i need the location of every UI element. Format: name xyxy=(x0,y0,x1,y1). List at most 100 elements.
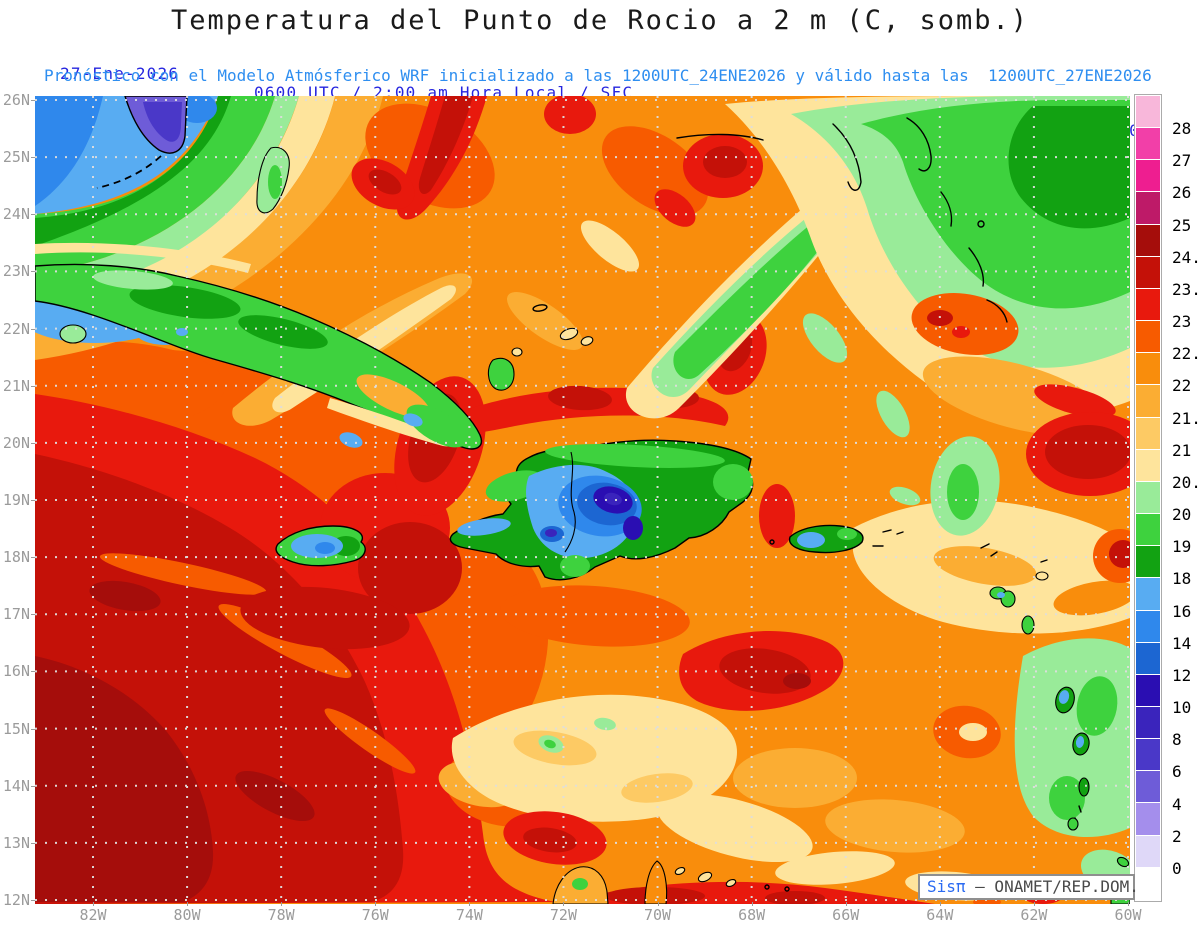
isla-juventud xyxy=(59,324,87,344)
lat-tick-label: 13N xyxy=(0,833,35,853)
lat-tick-label: 18N xyxy=(0,547,35,567)
colorbar-segment xyxy=(1136,321,1160,354)
colorbar-segment xyxy=(1136,546,1160,579)
colorbar-segment xyxy=(1136,449,1160,482)
colorbar-segment xyxy=(1136,288,1160,322)
colorbar-segment xyxy=(1136,803,1160,836)
colorbar-tick-label: 21.5 xyxy=(1172,408,1200,428)
colorbar-tick-label: 25 xyxy=(1172,215,1192,235)
cuba-coastline xyxy=(35,263,482,450)
colorbar-tick-label: 0 xyxy=(1172,858,1182,878)
dominica xyxy=(1021,615,1035,635)
lon-tick-label: 60W xyxy=(1098,902,1158,924)
lon-tick-label: 80W xyxy=(157,902,217,924)
lat-tick-label: 23N xyxy=(0,261,35,281)
antigua xyxy=(1035,571,1049,581)
colorbar-segment xyxy=(1136,96,1160,129)
colorbar-tick-label: 6 xyxy=(1172,762,1182,782)
colorbar-scale xyxy=(1134,94,1162,902)
colorbar-tick-label: 16 xyxy=(1172,601,1192,621)
map-area xyxy=(35,96,1130,904)
hispaniola xyxy=(449,439,754,581)
colorbar-tick-label: 24.5 xyxy=(1172,247,1200,267)
colorbar-tick-label: 21 xyxy=(1172,440,1192,460)
florida-keys-coastline xyxy=(96,155,162,189)
lat-tick-label: 19N xyxy=(0,490,35,510)
tobago xyxy=(1116,856,1130,868)
lon-tick-label: 66W xyxy=(816,902,876,924)
turks-caicos xyxy=(559,327,579,341)
lon-tick-label: 62W xyxy=(1004,902,1064,924)
colorbar-segment xyxy=(1136,353,1160,386)
lon-tick-label: 76W xyxy=(345,902,405,924)
colorbar-segment xyxy=(1136,578,1160,611)
page-title: Temperatura del Punto de Rocio a 2 m (C,… xyxy=(170,5,1029,36)
colorbar-segment xyxy=(1136,706,1160,740)
colorbar-tick-label: 19 xyxy=(1172,537,1192,557)
st-vincent xyxy=(1078,777,1090,797)
bahamas xyxy=(256,117,1008,391)
valid-date: 27-Ene-2026 xyxy=(60,64,180,83)
haiti-dr-border xyxy=(564,451,576,553)
lat-tick-label: 12N xyxy=(0,890,35,910)
lon-tick-label: 72W xyxy=(533,902,593,924)
lon-tick-label: 78W xyxy=(251,902,311,924)
cuba xyxy=(35,263,482,450)
colorbar-segment xyxy=(1136,739,1160,772)
colorbar-tick-label: 23.5 xyxy=(1172,279,1200,299)
colorbar-segment xyxy=(1136,128,1160,161)
colorbar-segment xyxy=(1136,771,1160,804)
colorbar-tick-label: 4 xyxy=(1172,794,1182,814)
grenada xyxy=(1067,817,1079,831)
colorbar-tick-label: 22 xyxy=(1172,376,1192,396)
lon-tick-label: 68W xyxy=(722,902,782,924)
colorbar-tick-label: 22.5 xyxy=(1172,344,1200,364)
lat-tick-label: 15N xyxy=(0,719,35,739)
southwest-red-airmass xyxy=(35,341,935,904)
colorbar-segment xyxy=(1136,481,1160,515)
colorbar-segment xyxy=(1136,674,1160,707)
colorbar-segment xyxy=(1136,642,1160,675)
watermark-text: – ONAMET/REP.DOM. xyxy=(965,877,1139,896)
colorbar-tick-label: 2 xyxy=(1172,826,1182,846)
lat-tick-label: 25N xyxy=(0,147,35,167)
watermark-brand: Sisπ xyxy=(927,877,966,896)
jamaica xyxy=(275,525,366,567)
curacao xyxy=(697,871,713,883)
aruba xyxy=(674,867,686,875)
lon-tick-label: 70W xyxy=(628,902,688,924)
colorbar-tick-label: 18 xyxy=(1172,569,1192,589)
colorbar-segment xyxy=(1136,192,1160,225)
puerto-rico xyxy=(769,524,884,554)
dewpoint-field-map xyxy=(35,96,1130,904)
watermark-box: Sisπ – ONAMET/REP.DOM. xyxy=(918,874,1139,900)
colorbar-segment xyxy=(1136,610,1160,643)
southeast-green-region xyxy=(1014,638,1130,893)
lat-tick-label: 20N xyxy=(0,433,35,453)
colorbar-tick-label: 14 xyxy=(1172,633,1192,653)
colorbar-segment xyxy=(1136,867,1160,900)
colorbar-segment xyxy=(1136,514,1160,547)
colorbar-tick-label: 20.5 xyxy=(1172,472,1200,492)
colorbar-segment xyxy=(1136,835,1160,868)
lon-tick-label: 74W xyxy=(439,902,499,924)
east-atlantic-patches xyxy=(853,293,1130,634)
lat-tick-label: 16N xyxy=(0,661,35,681)
colorbar-segment xyxy=(1136,160,1160,193)
lesser-antilles xyxy=(882,529,1090,831)
subtitle-line: 27-Ene-2026 0600 UTC / 2:00 am Hora Loca… xyxy=(0,45,1200,140)
colorbar-segment xyxy=(1136,224,1160,257)
bonaire xyxy=(725,879,737,887)
colorbar-tick-label: 23 xyxy=(1172,312,1192,332)
lat-tick-label: 21N xyxy=(0,376,35,396)
forecast-info-line: Pronóstico con el Modelo Atmósferico WRF… xyxy=(44,66,1152,85)
great-inagua xyxy=(487,357,515,391)
lat-tick-label: 14N xyxy=(0,776,35,796)
colorbar-segment xyxy=(1136,417,1160,450)
lat-tick-label: 26N xyxy=(0,90,35,110)
colorbar-segment xyxy=(1136,256,1160,289)
northeast-green-airmass xyxy=(625,96,1130,438)
colorbar-segment xyxy=(1136,385,1160,418)
lat-tick-label: 24N xyxy=(0,204,35,224)
